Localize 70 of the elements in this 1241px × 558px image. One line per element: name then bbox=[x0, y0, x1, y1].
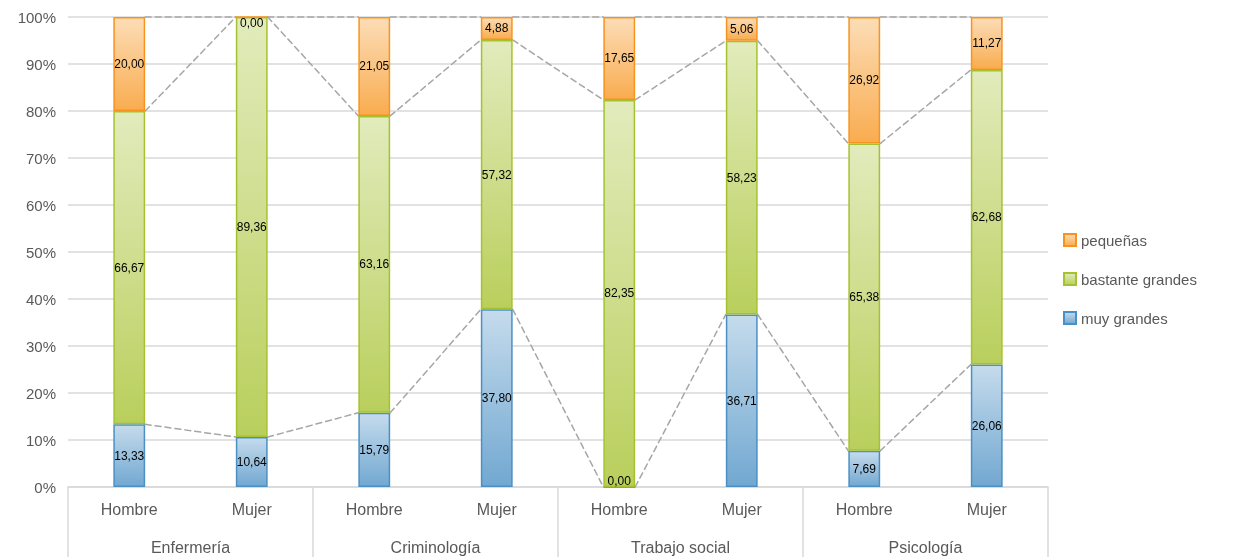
data-label: 13,33 bbox=[114, 448, 145, 463]
data-label: 36,71 bbox=[726, 393, 758, 408]
data-label: 26,06 bbox=[971, 418, 1003, 433]
data-label: 89,36 bbox=[236, 220, 268, 234]
bar bbox=[235, 17, 268, 437]
y-tick-label: 50% bbox=[25, 243, 56, 261]
data-label: 57,32 bbox=[481, 167, 513, 182]
legend-label: bastante grandes bbox=[1081, 270, 1197, 288]
data-label: 65,38 bbox=[849, 290, 880, 305]
y-tick-label: 80% bbox=[25, 102, 56, 120]
bar bbox=[358, 17, 391, 116]
data-label: 7,69 bbox=[852, 461, 877, 476]
bar bbox=[725, 314, 758, 487]
data-label: 62,68 bbox=[971, 210, 1003, 225]
data-label: 37,80 bbox=[481, 391, 513, 406]
text: Enfermería bbox=[150, 538, 231, 556]
data-label: 82,35 bbox=[604, 286, 635, 301]
bar bbox=[603, 17, 636, 100]
bar bbox=[113, 17, 146, 111]
text: Criminología bbox=[390, 538, 481, 556]
y-tick-label: 10% bbox=[25, 431, 56, 449]
bar bbox=[848, 450, 881, 487]
data-label: 20,00 bbox=[114, 57, 145, 71]
y-tick-label: 30% bbox=[25, 337, 56, 355]
legend-label: pequeñas bbox=[1081, 231, 1147, 249]
bar bbox=[113, 111, 146, 425]
legend-label: muy grandes bbox=[1081, 309, 1168, 327]
bar bbox=[970, 364, 1003, 487]
data-label: 10,64 bbox=[236, 455, 268, 469]
x-tick-label: Hombre bbox=[345, 500, 403, 518]
bar bbox=[480, 39, 513, 310]
bar bbox=[358, 115, 391, 413]
data-label: 63,16 bbox=[359, 257, 390, 272]
data-label: 17,65 bbox=[604, 51, 635, 66]
data-label: 11,27 bbox=[972, 36, 1002, 51]
bar bbox=[970, 69, 1003, 365]
x-tick-label: Mujer bbox=[231, 500, 273, 518]
data-label: 4,88 bbox=[485, 21, 509, 36]
text: Psicología bbox=[888, 538, 963, 556]
y-tick-label: 40% bbox=[25, 290, 56, 308]
data-label: 0,00 bbox=[607, 474, 632, 488]
y-tick-label: 100% bbox=[17, 8, 56, 26]
data-label: 58,23 bbox=[726, 170, 758, 185]
x-tick-label: Mujer bbox=[966, 500, 1008, 518]
y-tick-label: 0% bbox=[34, 478, 56, 496]
bar bbox=[970, 16, 1003, 70]
data-label: 5,06 bbox=[730, 21, 754, 36]
data-label: 26,92 bbox=[849, 73, 880, 88]
bar bbox=[725, 40, 758, 315]
text: Trabajo social bbox=[630, 538, 731, 556]
x-tick-label: Mujer bbox=[476, 500, 518, 518]
data-label: 0,00 bbox=[240, 16, 264, 30]
x-tick-label: Mujer bbox=[721, 500, 763, 518]
data-label: 21,05 bbox=[359, 59, 390, 74]
y-tick-label: 90% bbox=[25, 55, 56, 73]
y-tick-label: 20% bbox=[25, 384, 56, 402]
bar bbox=[358, 412, 391, 487]
bar bbox=[235, 436, 268, 487]
y-tick-label: 70% bbox=[25, 149, 56, 167]
y-tick-label: 60% bbox=[25, 196, 56, 214]
bar bbox=[113, 424, 146, 487]
data-label: 66,67 bbox=[114, 260, 145, 275]
data-label: 15,79 bbox=[359, 442, 390, 457]
x-tick-label: Hombre bbox=[100, 500, 158, 518]
bar bbox=[848, 143, 881, 451]
x-tick-label: Hombre bbox=[835, 500, 893, 518]
bar bbox=[480, 309, 513, 487]
x-tick-label: Hombre bbox=[590, 500, 648, 518]
bar bbox=[603, 99, 636, 487]
bar bbox=[848, 17, 881, 144]
